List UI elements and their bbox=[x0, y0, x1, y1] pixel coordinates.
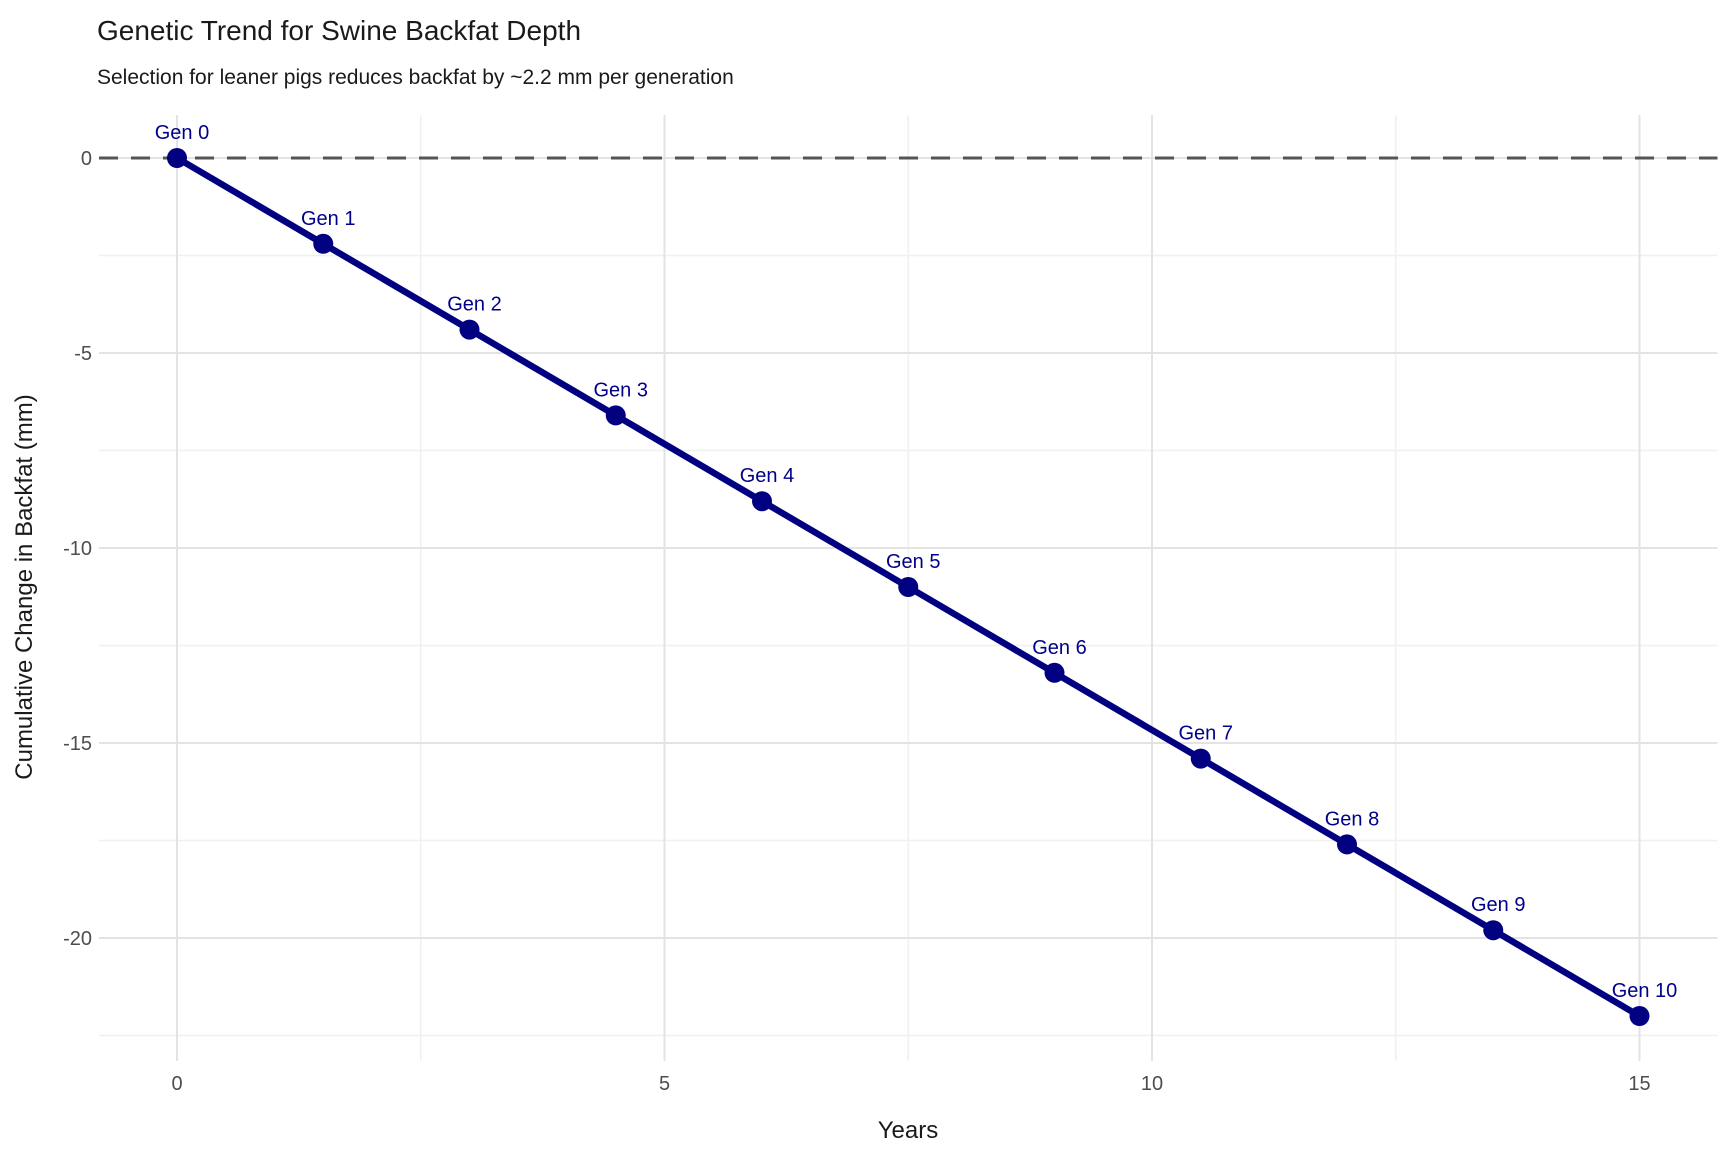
point-label: Gen 0 bbox=[155, 122, 209, 144]
data-point bbox=[459, 319, 480, 340]
x-axis-tick-labels: 0 5 10 15 bbox=[171, 1073, 1650, 1095]
y-tick-label: -5 bbox=[74, 343, 92, 365]
points-layer bbox=[167, 148, 1650, 1026]
point-label: Gen 7 bbox=[1179, 723, 1233, 745]
x-tick-label: 5 bbox=[659, 1073, 670, 1095]
data-point bbox=[1044, 662, 1065, 683]
point-label: Gen 1 bbox=[301, 208, 355, 230]
y-axis-tick-labels: 0 -5 -10 -15 -20 bbox=[63, 148, 92, 950]
y-tick-label: 0 bbox=[81, 148, 92, 170]
point-label: Gen 6 bbox=[1032, 637, 1086, 659]
y-tick-label: -20 bbox=[63, 928, 92, 950]
data-point bbox=[1337, 834, 1357, 855]
chart-title: Genetic Trend for Swine Backfat Depth bbox=[97, 15, 581, 46]
data-point bbox=[752, 491, 772, 512]
x-tick-label: 10 bbox=[1141, 1073, 1163, 1095]
x-tick-label: 15 bbox=[1628, 1073, 1650, 1095]
data-point bbox=[1629, 1006, 1650, 1026]
point-label: Gen 10 bbox=[1612, 980, 1678, 1002]
chart-subtitle: Selection for leaner pigs reduces backfa… bbox=[97, 66, 734, 89]
data-point bbox=[313, 233, 334, 254]
y-axis-title: Cumulative Change in Backfat (mm) bbox=[11, 394, 38, 779]
point-label: Gen 4 bbox=[740, 465, 794, 487]
y-tick-label: -10 bbox=[63, 538, 92, 560]
y-tick-label: -15 bbox=[63, 733, 92, 755]
grid-minor-layer bbox=[99, 115, 1718, 1061]
data-point bbox=[1483, 920, 1504, 941]
point-label: Gen 5 bbox=[886, 551, 940, 573]
data-point bbox=[898, 577, 919, 597]
data-point bbox=[1190, 748, 1211, 769]
data-point bbox=[167, 148, 187, 168]
point-label: Gen 2 bbox=[447, 294, 501, 316]
point-label: Gen 3 bbox=[594, 379, 648, 401]
point-label: Gen 9 bbox=[1471, 894, 1525, 916]
point-label: Gen 8 bbox=[1325, 808, 1379, 830]
data-point bbox=[605, 405, 626, 426]
x-tick-label: 0 bbox=[171, 1073, 182, 1095]
point-labels-layer: Gen 0 Gen 1 Gen 2 Gen 3 Gen 4 Gen 5 Gen 6 Gen 7… bbox=[155, 122, 1678, 1002]
x-axis-title: Years bbox=[878, 1117, 939, 1144]
